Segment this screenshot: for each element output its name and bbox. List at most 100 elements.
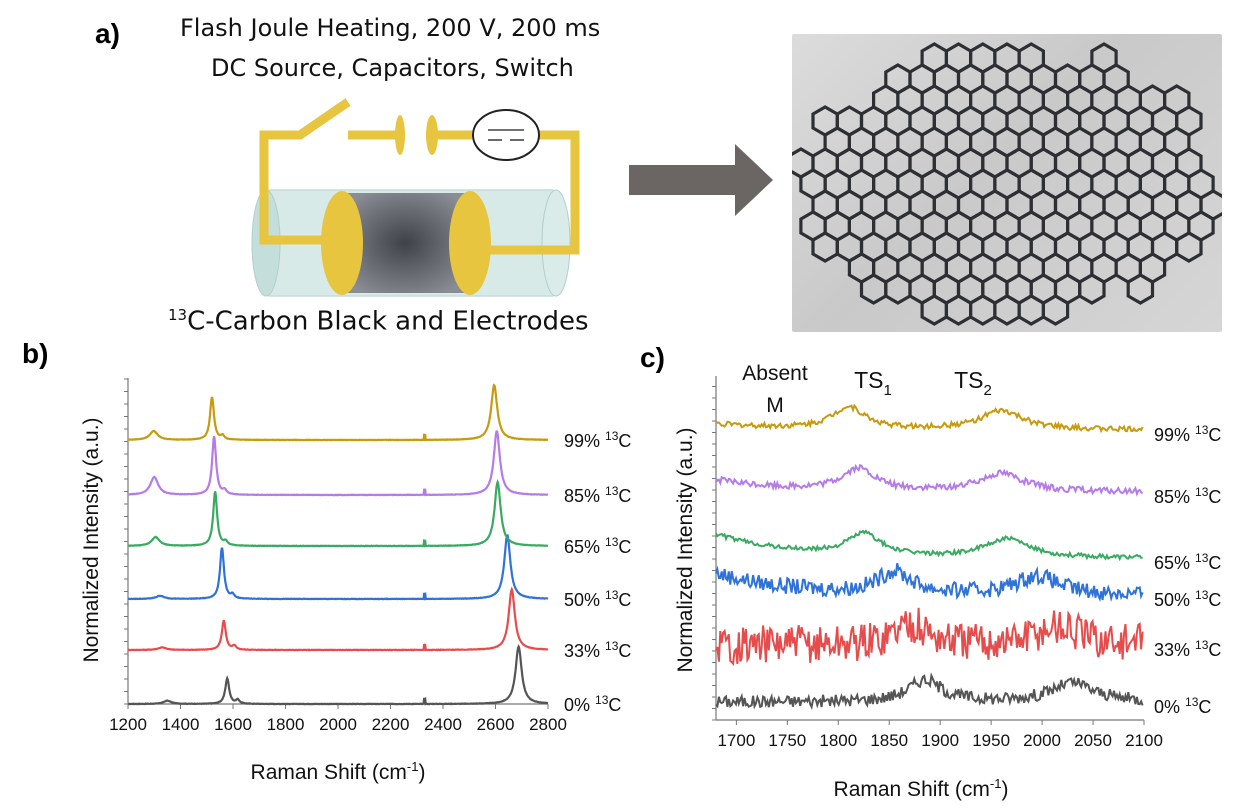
series-label-unit: C [1198,697,1211,717]
spectrum-line-c-0pct [715,672,1144,710]
lattice-cell [1017,294,1045,326]
lattice-cell [1041,294,1070,326]
series-label-b: 65% 13C [564,535,631,557]
x-tick-label: 2050 [1074,731,1112,750]
x-tick-label: 2100 [1125,731,1163,750]
lattice-cell [944,294,973,326]
spectrum-line-b-33pct [127,586,549,652]
series-label-unit: C [618,537,631,557]
series-label-sup: 13 [605,429,619,443]
raman-spectra-chart-b: 1200 1400 1600 1800 2000 2200 2400 2600 2800 Rama… [80,378,631,784]
series-label-unit: C [1208,553,1221,573]
spectrum-line-c-85pct [715,463,1144,497]
series-label-unit: C [1208,425,1221,445]
panel-a-caption: 13C-Carbon Black and Electrodes [168,306,589,337]
spectrum-line-b-65pct [127,478,548,548]
lattice-cell [1126,273,1155,305]
x-tick-label: 2200 [372,715,410,734]
capacitor-plate-right [426,115,438,155]
series-label-unit: C [1208,590,1221,610]
circuit-wire [259,98,580,255]
isotope-superscript: 13 [168,306,188,324]
x-tick-label: 2000 [319,715,357,734]
annotation-ts1-sub: 1 [884,382,892,399]
x-tick-label: 1400 [162,715,200,734]
spectrum-line-c-99pct [715,403,1144,434]
lattice-cell [969,294,997,326]
x-axis-label-end: ) [1001,778,1008,801]
series-label-sup: 13 [1195,551,1209,565]
series-label-c: 65% 13C [1154,551,1221,573]
series-label-sup: 13 [1185,695,1199,709]
series-label-unit: C [618,641,631,661]
x-tick-label: 2000 [1023,731,1061,750]
panel-a-title-line2: DC Source, Capacitors, Switch [211,54,574,82]
dc-source-icon [472,109,540,161]
x-tick-label: 2400 [424,715,462,734]
series-label-sup: 13 [595,693,609,707]
capacitor-plate-left [395,115,405,155]
honeycomb-lattice-photo [787,34,1227,332]
x-axis-label: Raman Shift (cm-1) [834,776,1009,801]
lattice-cell [920,294,948,326]
lattice-cell [1175,231,1203,263]
electrode-left [321,191,363,295]
x-tick-label: 1950 [972,731,1010,750]
series-label-sup: 13 [1195,588,1209,602]
panel-b-label: b) [22,338,49,369]
honeycomb-lattice-image [787,42,1227,326]
annotation-ts1: TS1 [854,367,892,399]
x-tick-label: 1800 [819,731,857,750]
series-label-sup: 13 [605,484,619,498]
flash-joule-circuit-schematic [251,98,580,297]
panel-a-label: a) [95,18,120,49]
series-label-b: 33% 13C [564,639,631,661]
x-axis-label-end: ) [418,761,425,784]
x-tick-label: 1700 [717,731,755,750]
spectrum-line-c-65pct [715,529,1143,562]
panel-a-title-line1: Flash Joule Heating, 200 V, 200 ms [180,14,601,42]
x-tick-label: 2600 [477,715,515,734]
raman-spectra-chart-c: 1700 1750 1800 1850 1900 1950 2000 2050 2100 Rama… [674,362,1221,801]
series-label-c: 0% 13C [1154,695,1211,717]
spectrum-line-b-85pct [128,430,549,497]
series-label-sup: 13 [605,535,619,549]
tube-end-right [541,189,571,297]
series-label-sup: 13 [605,588,619,602]
process-arrow-icon [629,144,773,216]
series-label-sup: 13 [1195,485,1209,499]
x-tick-label: 1600 [214,715,252,734]
lattice-cell [811,231,839,263]
series-label-sup: 13 [1195,638,1209,652]
panel-c-label: c) [640,342,665,373]
x-tick-label: 1900 [921,731,959,750]
spectrum-line-c-33pct [715,607,1144,666]
spectrum-line-b-99pct [127,383,549,442]
series-label-c: 99% 13C [1154,423,1221,445]
x-tick-label: 1750 [768,731,806,750]
series-label-b: 99% 13C [564,429,631,451]
spectrum-line-b-0pct [128,644,548,706]
x-tick-label: 1200 [109,715,147,734]
caption-text: C-Carbon Black and Electrodes [187,306,589,337]
lattice-cells [787,42,1227,326]
x-axis-label-sup: -1 [990,776,1002,791]
x-tick-label: 1850 [870,731,908,750]
annotation-ts2: TS2 [954,367,992,399]
spectrum-line-c-50pct [715,562,1144,603]
series-label-b: 0% 13C [564,693,621,715]
y-axis-label: Normalized Intensity (a.u.) [80,417,103,662]
series-label-unit: C [618,486,631,506]
lattice-cell [884,273,912,305]
series-label-c: 33% 13C [1154,638,1221,660]
electrode-right [449,191,491,295]
series-label-sup: 13 [1195,423,1209,437]
series-label-c: 50% 13C [1154,588,1221,610]
y-axis-label: Normalized Intensity (a.u.) [674,427,697,672]
series-label-sup: 13 [605,639,619,653]
x-tick-label: 1800 [267,715,305,734]
lattice-cell [993,294,1021,326]
x-axis-label: Raman Shift (cm-1) [251,759,426,784]
lattice-cell [1078,273,1106,305]
series-label-unit: C [1208,640,1221,660]
